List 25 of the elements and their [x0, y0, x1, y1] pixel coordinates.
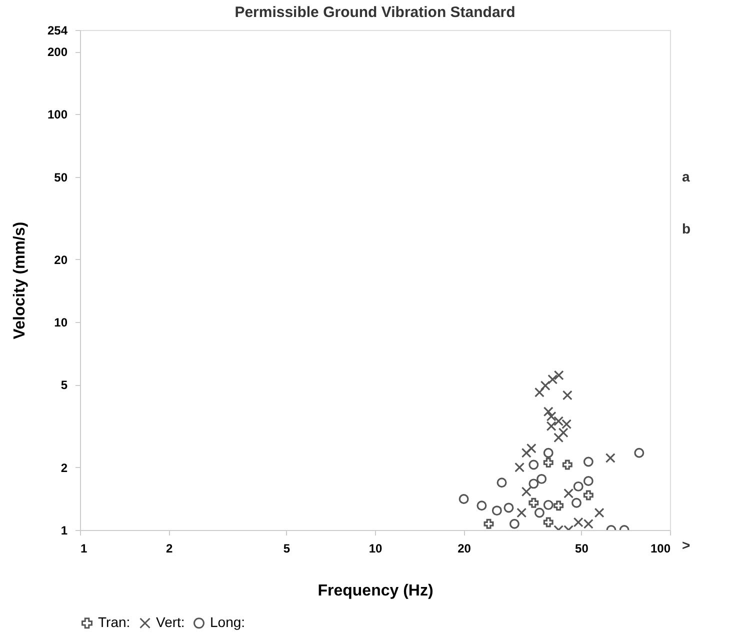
x-tick-label: 1	[80, 542, 88, 556]
x-tick-label: 5	[283, 542, 290, 556]
legend-label: Long:	[210, 614, 246, 630]
x-tick-label: 2	[166, 542, 173, 556]
y-tick-label: 50	[54, 170, 68, 184]
y-tick-label: 254	[47, 24, 68, 38]
y-tick-label: 200	[47, 45, 68, 60]
y-tick-label: 2	[60, 460, 68, 475]
y-tick-label: 1	[60, 524, 68, 538]
x-tick-label: 100	[650, 542, 671, 556]
legend-label: Vert:	[156, 614, 185, 630]
x-tick-label: 50	[575, 542, 589, 556]
text: b	[682, 220, 691, 236]
text: >	[682, 537, 690, 553]
chart-title: Permissible Ground Vibration Standard	[234, 4, 516, 21]
y-tick-label: 5	[60, 378, 68, 392]
x-axis-title: Frequency (Hz)	[318, 582, 434, 600]
x-tick-label: 20	[458, 542, 472, 556]
y-tick-label: 10	[54, 316, 68, 330]
text: a	[682, 168, 690, 184]
legend-label: Tran:	[98, 614, 130, 630]
y-tick-label: 20	[54, 252, 68, 267]
y-axis-title: Velocity (mm/s)	[11, 222, 28, 340]
x-tick-label: 10	[368, 542, 382, 556]
y-tick-label: 100	[47, 108, 68, 122]
